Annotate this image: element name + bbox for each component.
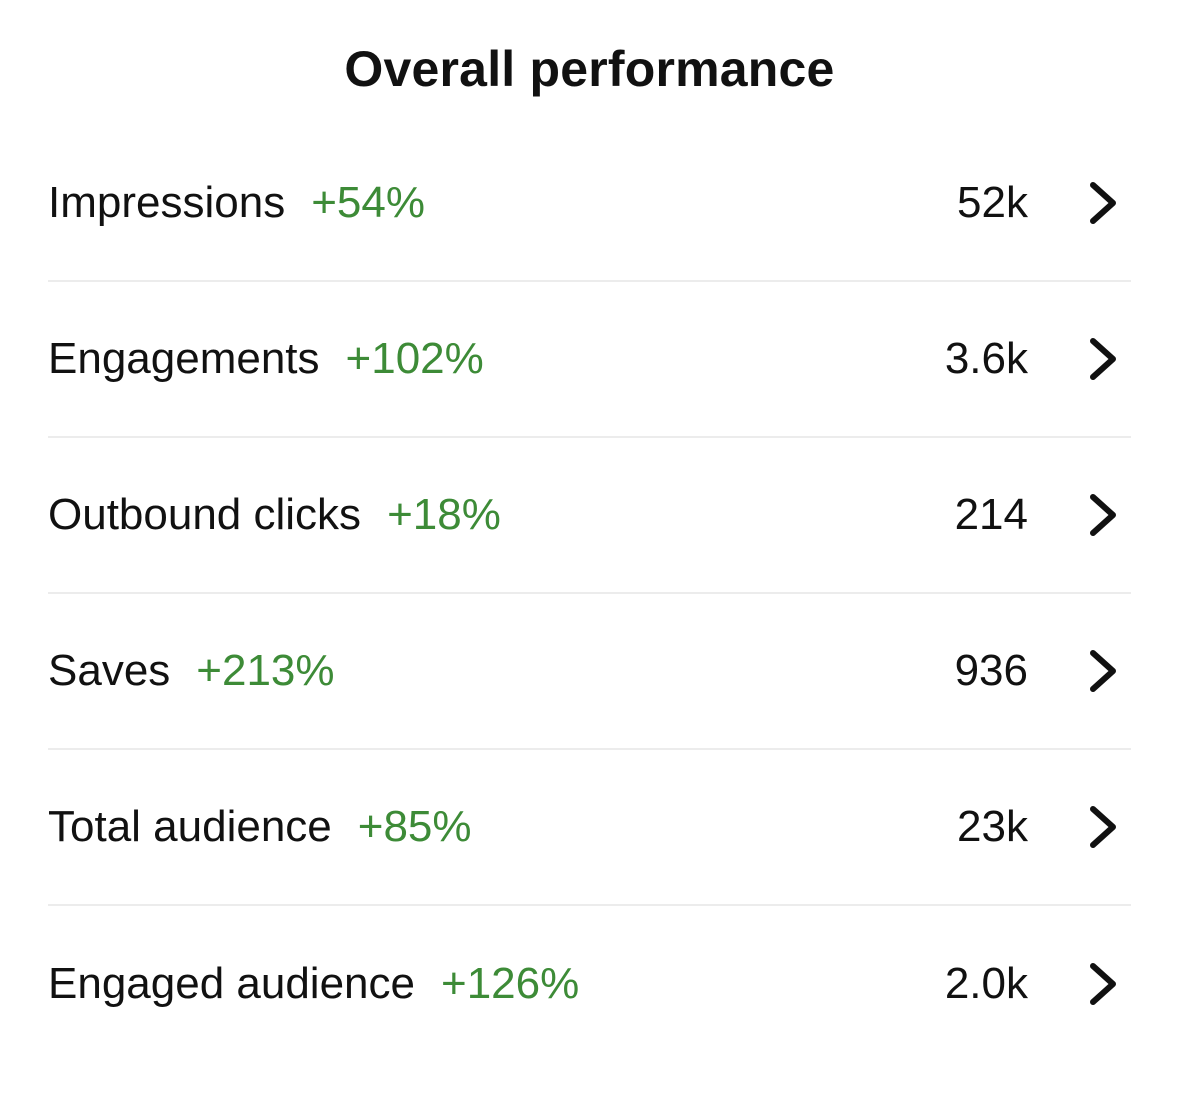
chevron-right-icon [1090, 806, 1116, 848]
metric-label: Impressions [48, 178, 286, 227]
metric-value: 23k [957, 802, 1028, 851]
metric-label: Engagements [48, 334, 320, 383]
metric-row-engaged-audience[interactable]: Engaged audience +126% 2.0k [48, 906, 1131, 1062]
metric-label: Saves [48, 646, 171, 695]
metric-change: +18% [387, 490, 501, 539]
metric-value: 3.6k [944, 334, 1028, 383]
metric-row-total-audience[interactable]: Total audience +85% 23k [48, 750, 1131, 906]
metric-value: 52k [957, 178, 1028, 227]
metric-row-saves[interactable]: Saves +213% 936 [48, 594, 1131, 750]
metric-change: +102% [345, 334, 484, 383]
metric-value: 2.0k [944, 959, 1028, 1008]
chevron-right-icon [1090, 338, 1116, 380]
metric-row-outbound-clicks[interactable]: Outbound clicks +18% 214 [48, 438, 1131, 594]
chevron-right-icon [1090, 650, 1116, 692]
metric-row-engagements[interactable]: Engagements +102% 3.6k [48, 282, 1131, 438]
metrics-list: Impressions +54% 52k Engagements +102% 3… [48, 126, 1131, 1062]
metric-label: Engaged audience [48, 959, 415, 1008]
metric-value: 936 [954, 646, 1028, 695]
metric-change: +126% [441, 959, 580, 1008]
metric-value: 214 [954, 490, 1028, 539]
metric-change: +85% [357, 802, 472, 851]
page-title: Overall performance [344, 41, 835, 97]
metric-change: +54% [311, 178, 425, 227]
metric-label: Total audience [48, 802, 332, 851]
chevron-right-icon [1090, 963, 1116, 1005]
metric-label: Outbound clicks [48, 490, 362, 539]
chevron-right-icon [1090, 494, 1116, 536]
metric-change: +213% [196, 646, 335, 695]
metric-row-impressions[interactable]: Impressions +54% 52k [48, 126, 1131, 282]
chevron-right-icon [1090, 182, 1116, 224]
